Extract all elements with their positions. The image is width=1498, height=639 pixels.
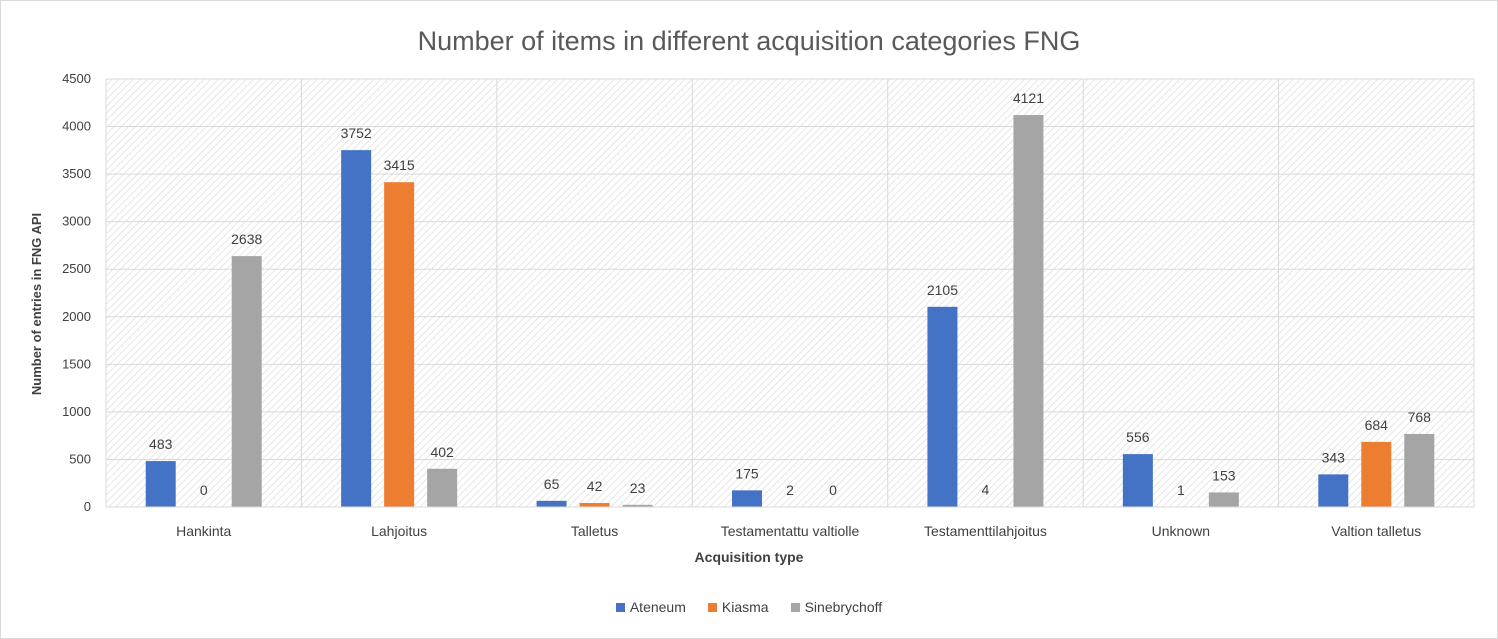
y-tick-label: 1000 [62, 404, 91, 419]
y-tick-label: 3000 [62, 214, 91, 229]
plot-background [106, 79, 1474, 507]
bar-kiasma [384, 182, 415, 507]
data-label: 42 [587, 478, 603, 494]
data-label: 2105 [927, 282, 958, 298]
x-tick-label: Hankinta [176, 523, 231, 539]
legend: Ateneum Kiasma Sinebrychoff [0, 599, 1498, 615]
data-label: 2638 [231, 231, 262, 247]
legend-item-ateneum: Ateneum [615, 599, 686, 615]
legend-swatch [790, 602, 800, 612]
data-label: 402 [430, 444, 454, 460]
x-tick-label: Unknown [1152, 523, 1210, 539]
bar-ateneum [1318, 474, 1349, 507]
bar-ateneum [536, 500, 567, 507]
x-tick-label: Valtion talletus [1331, 523, 1421, 539]
data-label: 175 [735, 465, 759, 481]
y-tick-label: 0 [84, 499, 91, 514]
y-tick-label: 4000 [62, 119, 91, 134]
bar-ateneum [732, 490, 762, 507]
data-label: 153 [1212, 467, 1236, 483]
y-tick-label: 3500 [62, 166, 91, 181]
data-label: 4 [982, 482, 990, 498]
y-tick-label: 500 [69, 451, 91, 466]
x-axis-label: Acquisition type [694, 549, 804, 565]
y-tick-label: 4500 [62, 71, 91, 86]
data-label: 65 [544, 476, 560, 492]
x-tick-label: Testamentattu valtiolle [721, 523, 860, 539]
bar-sinebrychoff [1013, 115, 1044, 507]
legend-label: Sinebrychoff [804, 599, 883, 615]
bar-ateneum [341, 150, 372, 507]
bar-ateneum [1122, 454, 1153, 507]
data-label: 3415 [384, 157, 415, 173]
data-label: 3752 [341, 125, 372, 141]
data-label: 2 [786, 482, 794, 498]
legend-swatch [707, 602, 717, 612]
data-label: 343 [1322, 449, 1346, 465]
chart-title: Number of items in different acquisition… [417, 26, 1081, 56]
bar-kiasma [1361, 441, 1392, 507]
legend-item-kiasma: Kiasma [707, 599, 769, 615]
data-label: 684 [1365, 417, 1389, 433]
bar-sinebrychoff [231, 256, 262, 507]
x-tick-label: Testamenttilahjoitus [924, 523, 1047, 539]
data-label: 23 [630, 480, 646, 496]
bar-ateneum [927, 306, 958, 507]
legend-swatch [615, 602, 625, 612]
data-label: 4121 [1013, 90, 1044, 106]
legend-item-sinebrychoff: Sinebrychoff [790, 599, 883, 615]
bar-sinebrychoff [1404, 433, 1435, 507]
bar-sinebrychoff [427, 468, 458, 507]
data-label: 768 [1408, 409, 1432, 425]
data-label: 1 [1177, 482, 1185, 498]
legend-label: Kiasma [721, 599, 769, 615]
legend-label: Ateneum [629, 599, 686, 615]
bar-ateneum [145, 461, 176, 507]
bar-sinebrychoff [622, 504, 653, 507]
data-label: 483 [149, 436, 173, 452]
bar-sinebrychoff [1208, 492, 1239, 507]
data-label: 556 [1126, 429, 1150, 445]
y-tick-label: 2000 [62, 309, 91, 324]
data-label: 0 [200, 482, 208, 498]
data-label: 0 [829, 482, 837, 498]
y-tick-label: 2500 [62, 261, 91, 276]
bar-kiasma [579, 503, 610, 507]
x-tick-label: Lahjoitus [371, 523, 427, 539]
x-tick-label: Talletus [571, 523, 618, 539]
y-tick-label: 1500 [62, 356, 91, 371]
